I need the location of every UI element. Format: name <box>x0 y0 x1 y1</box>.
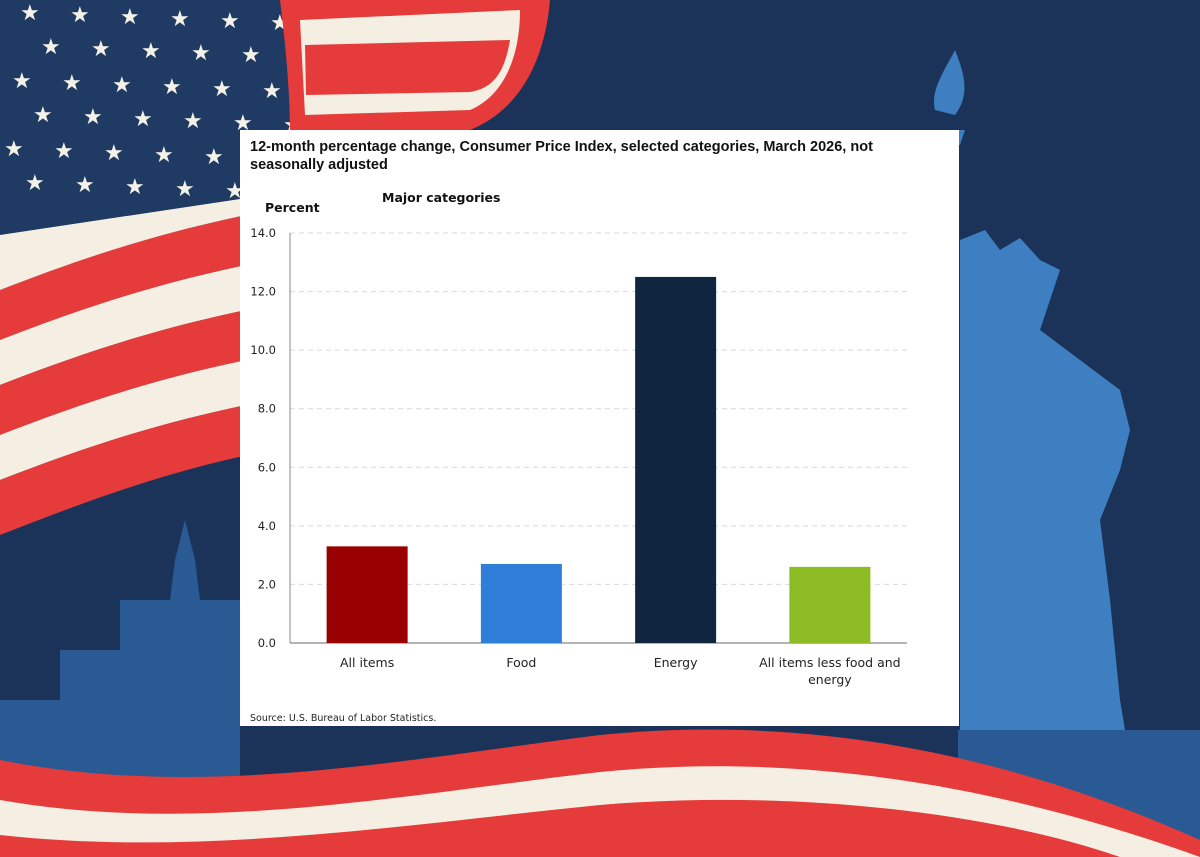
star-icon: ★ <box>41 35 61 60</box>
y-tick-label: 14.0 <box>250 226 276 240</box>
bar <box>326 546 408 643</box>
star-icon: ★ <box>141 39 161 64</box>
star-icon: ★ <box>175 177 195 202</box>
star-icon: ★ <box>125 175 145 200</box>
star-icon: ★ <box>54 139 74 164</box>
flag-wave-bottom-red-2 <box>0 799 1120 857</box>
x-category-label: All items <box>340 655 394 670</box>
star-icon: ★ <box>112 73 132 98</box>
flag-stripe-red-3 <box>0 395 300 535</box>
star-icon: ★ <box>62 71 82 96</box>
bar <box>635 276 717 643</box>
star-icon: ★ <box>104 141 124 166</box>
y-tick-label: 6.0 <box>258 460 276 474</box>
star-icon: ★ <box>154 143 174 168</box>
bar <box>789 566 871 643</box>
y-tick-label: 2.0 <box>258 577 276 591</box>
star-icon: ★ <box>25 171 45 196</box>
x-category-label: Food <box>506 655 536 670</box>
y-tick-label: 10.0 <box>250 343 276 357</box>
chart-subtitle: Major categories <box>382 190 500 205</box>
flag-stars: ★★★★★★★★★★★★★★★★★★★★★★★★★★★★★★★★★★★ <box>4 1 303 206</box>
y-axis-label: Percent <box>265 200 320 215</box>
bar <box>480 563 562 643</box>
flag-stripe-cream-1 <box>0 255 300 385</box>
x-category-label: All items less food and <box>759 655 900 670</box>
star-icon: ★ <box>183 109 203 134</box>
star-icon: ★ <box>233 111 253 136</box>
x-category-label: Energy <box>654 655 698 670</box>
torch-icon <box>925 50 965 145</box>
flag-wave-top-red-inner <box>305 40 510 95</box>
y-tick-label: 8.0 <box>258 402 276 416</box>
star-icon: ★ <box>83 105 103 130</box>
star-icon: ★ <box>4 137 24 162</box>
y-tick-label: 12.0 <box>250 285 276 299</box>
star-icon: ★ <box>20 1 40 26</box>
star-icon: ★ <box>120 5 140 30</box>
plot-area: 0.0 2.0 4.0 6.0 8.0 10.0 12.0 14.0 All items Food… <box>250 226 907 687</box>
x-category-label: energy <box>808 672 852 687</box>
y-tick-label: 0.0 <box>258 636 276 650</box>
flag-stripe-cream-0 <box>0 190 300 290</box>
star-icon: ★ <box>75 173 95 198</box>
chart-title-line-1: 12-month percentage change, Consumer Pri… <box>250 139 873 155</box>
star-icon: ★ <box>204 145 224 170</box>
star-icon: ★ <box>241 43 261 68</box>
star-icon: ★ <box>162 75 182 100</box>
flag-stripe-red-1 <box>0 205 300 340</box>
star-icon: ★ <box>70 3 90 28</box>
star-icon: ★ <box>33 103 53 128</box>
y-tick-label: 4.0 <box>258 519 276 533</box>
star-icon: ★ <box>225 179 245 204</box>
flag-stripe-red-2 <box>0 300 300 435</box>
star-icon: ★ <box>191 41 211 66</box>
source-note: Source: U.S. Bureau of Labor Statistics. <box>250 713 436 724</box>
star-icon: ★ <box>170 7 190 32</box>
statue-of-liberty-silhouette <box>960 230 1130 780</box>
flag-stripe-cream-2 <box>0 350 300 480</box>
cpi-bar-chart: 12-month percentage change, Consumer Pri… <box>250 139 907 724</box>
star-icon: ★ <box>220 9 240 34</box>
star-icon: ★ <box>212 77 232 102</box>
star-icon: ★ <box>262 79 282 104</box>
star-icon: ★ <box>91 37 111 62</box>
star-icon: ★ <box>12 69 32 94</box>
star-icon: ★ <box>133 107 153 132</box>
chart-title-line-2: seasonally adjusted <box>250 157 388 173</box>
chart-card: 12-month percentage change, Consumer Pri… <box>240 130 959 726</box>
